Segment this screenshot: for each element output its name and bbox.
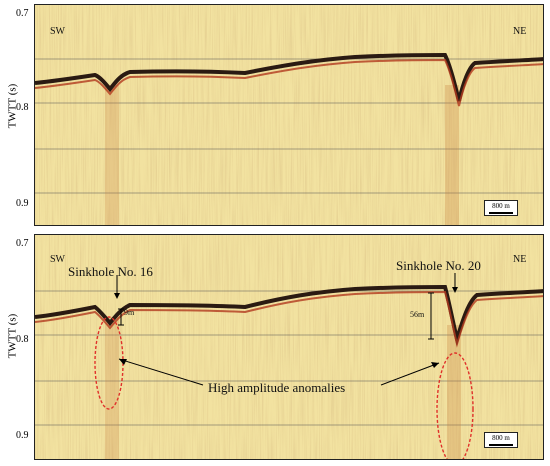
anomalies-label: High amplitude anomalies xyxy=(208,380,346,395)
sw-label-bottom: SW xyxy=(50,254,65,265)
sinkhole-16-label: Sinkhole No. 16 xyxy=(68,264,153,279)
y-tick-top-2: 0.9 xyxy=(16,198,29,209)
depth-label-20: 56m xyxy=(410,310,425,319)
anomaly-arrow-right xyxy=(380,362,440,386)
scale-bar-top: 800 m xyxy=(484,200,518,216)
seismic-panel-top xyxy=(34,4,544,226)
scale-bar-label-top: 800 m xyxy=(492,202,510,210)
sw-label-top: SW xyxy=(50,26,65,37)
y-tick-bottom-2: 0.9 xyxy=(16,430,29,441)
scale-bar-line-top xyxy=(489,212,513,214)
anomaly-arrow-left xyxy=(118,358,204,386)
seismic-image-top xyxy=(35,5,543,225)
scale-bar-line-bottom xyxy=(489,444,513,446)
scale-bar-label-bottom: 800 m xyxy=(492,434,510,442)
y-tick-top-0: 0.7 xyxy=(16,8,29,19)
depth-label-16: 9m xyxy=(124,308,135,317)
ne-label-bottom: NE xyxy=(513,254,527,265)
anomaly-ellipse-right xyxy=(436,352,474,459)
seismic-panel-bottom xyxy=(34,234,544,460)
scale-bar-bottom: 800 m xyxy=(484,432,518,448)
y-tick-bottom-1: 0.8 xyxy=(16,334,29,345)
y-tick-bottom-0: 0.7 xyxy=(16,238,29,249)
ne-label-top: NE xyxy=(513,26,527,37)
sinkhole-20-label: Sinkhole No. 20 xyxy=(396,258,481,273)
y-tick-top-1: 0.8 xyxy=(16,102,29,113)
seismic-image-bottom xyxy=(35,235,543,459)
